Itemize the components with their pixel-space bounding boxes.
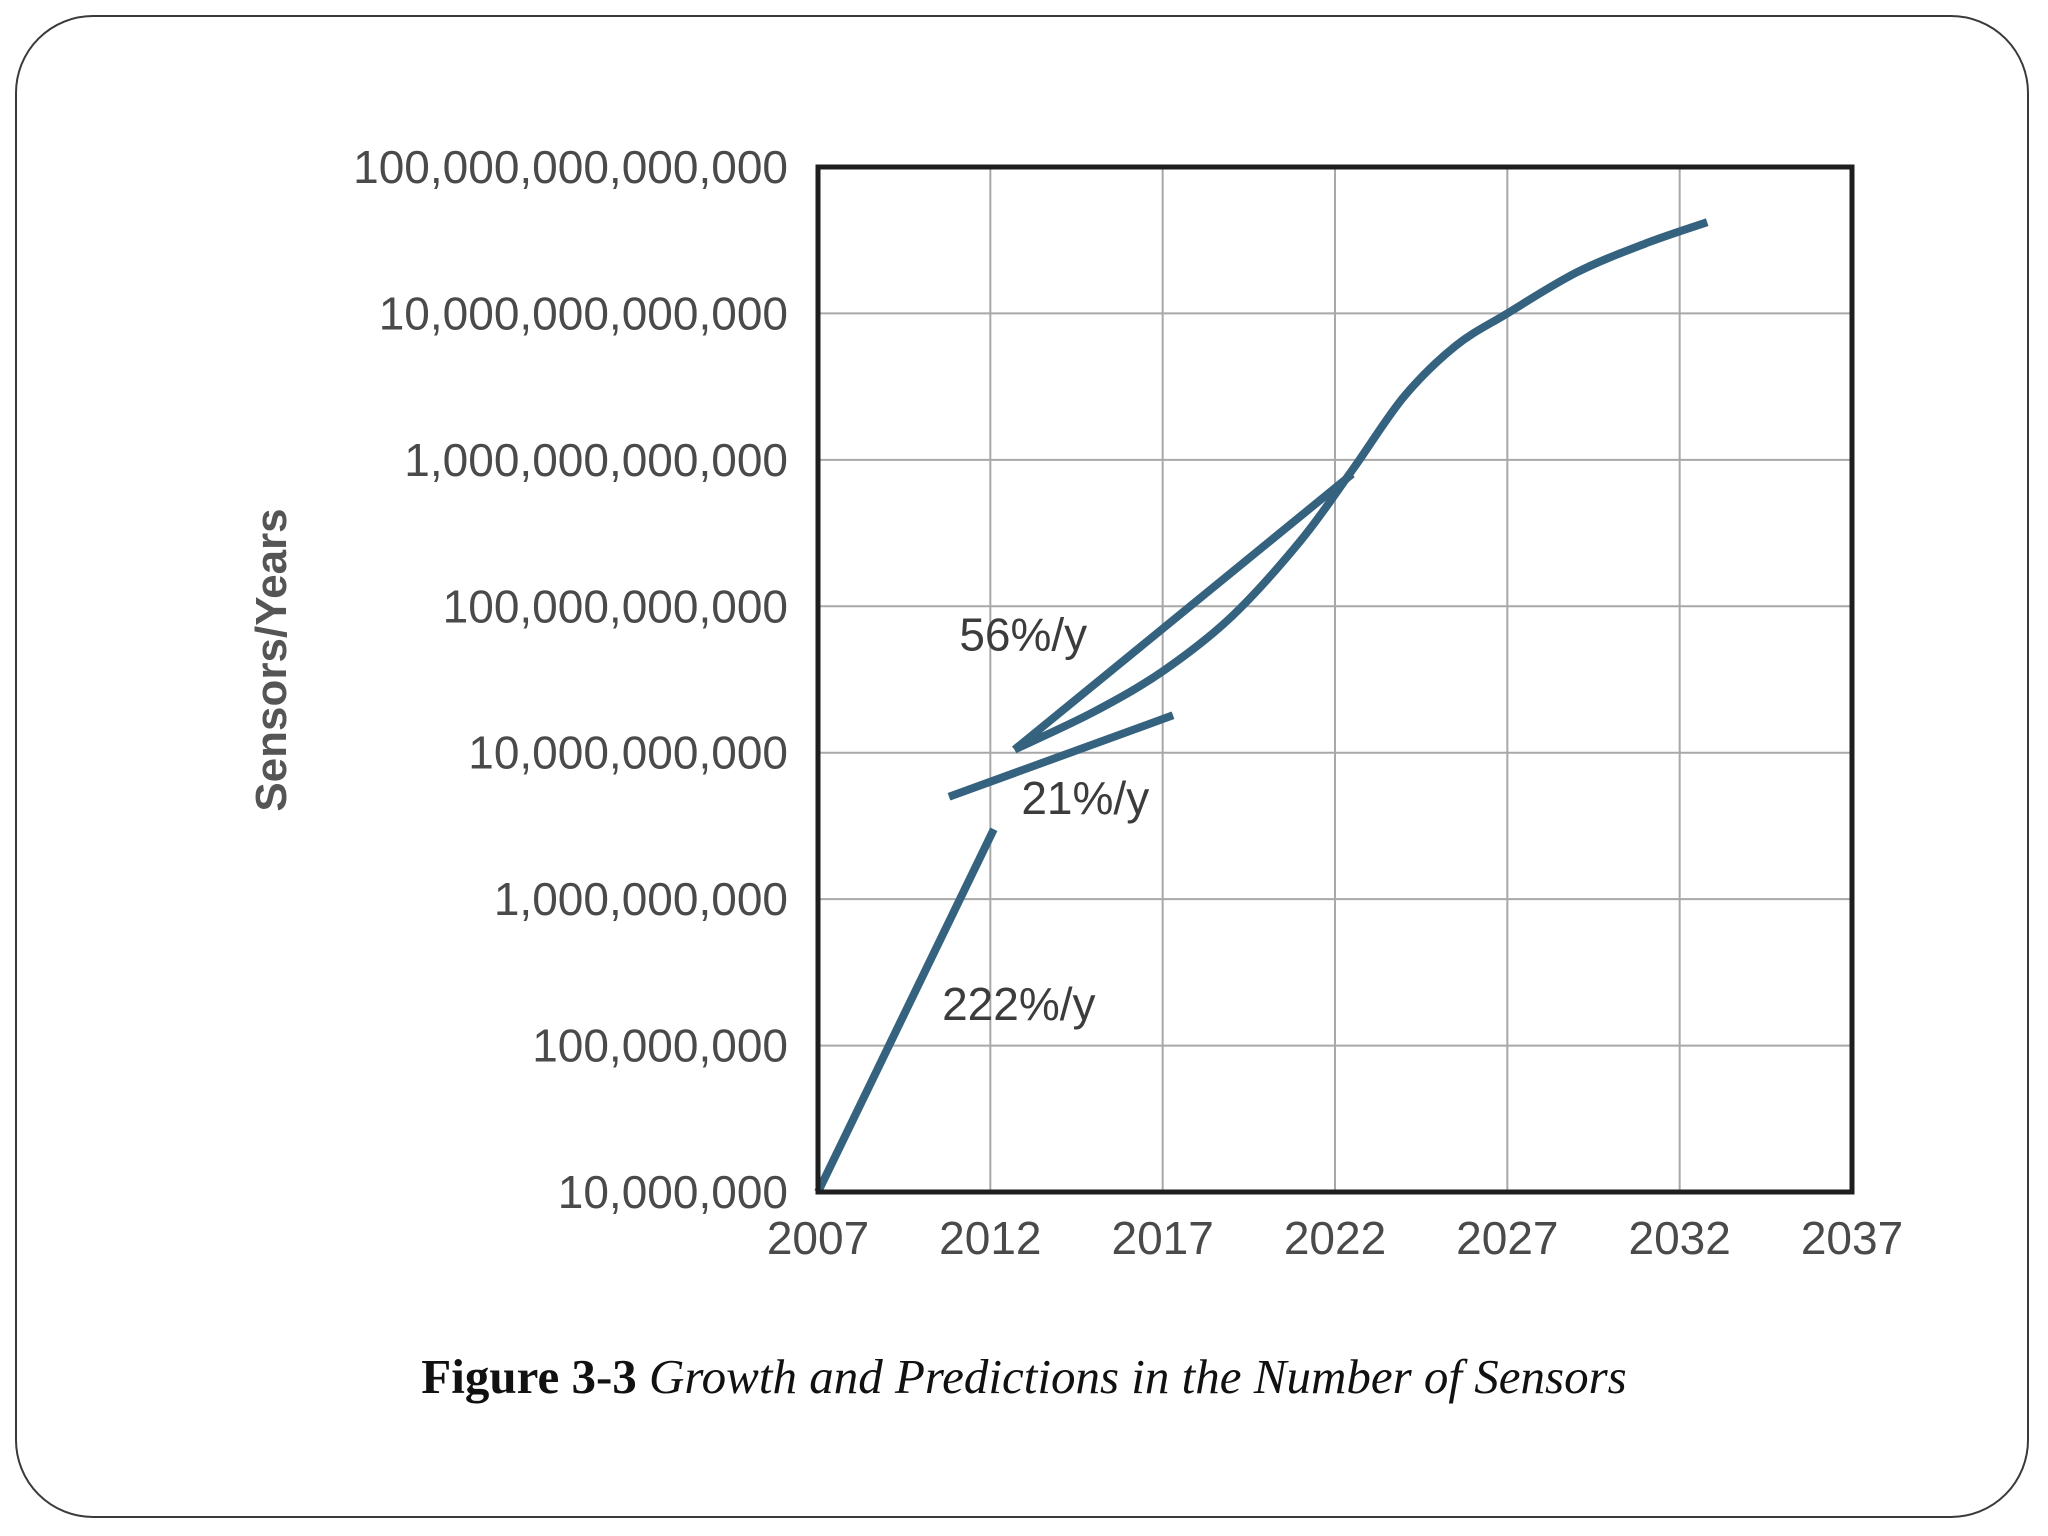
y-tick-label: 10,000,000,000,000 bbox=[379, 287, 788, 339]
y-tick-label: 100,000,000 bbox=[532, 1020, 788, 1072]
y-tick-label: 100,000,000,000 bbox=[443, 580, 788, 632]
series-line-1 bbox=[814, 827, 998, 1194]
x-tick-label: 2007 bbox=[767, 1212, 869, 1264]
series-line-3 bbox=[1011, 470, 1355, 753]
tick-labels: 2007 2012 2017 2022 2027 2032 2037 10,000,000 10… bbox=[353, 141, 1903, 1264]
series-line-2 bbox=[947, 711, 1175, 801]
x-tick-label: 2022 bbox=[1284, 1212, 1386, 1264]
grid bbox=[817, 166, 1853, 1193]
series-line-4 bbox=[1012, 218, 1709, 754]
x-tick-label: 2017 bbox=[1111, 1212, 1213, 1264]
caption-text: Growth and Predictions in the Number of … bbox=[649, 1349, 1627, 1404]
x-tick-label: 2012 bbox=[939, 1212, 1041, 1264]
y-tick-label: 10,000,000 bbox=[558, 1166, 788, 1218]
y-tick-label: 1,000,000,000 bbox=[494, 873, 788, 925]
rate-annotation: 56%/y bbox=[959, 608, 1087, 660]
y-tick-label: 1,000,000,000,000 bbox=[404, 434, 788, 486]
x-tick-label: 2037 bbox=[1801, 1212, 1903, 1264]
x-tick-label: 2027 bbox=[1456, 1212, 1558, 1264]
plot-border bbox=[815, 164, 1855, 1195]
y-tick-label: 100,000,000,000,000 bbox=[353, 141, 788, 193]
rate-annotation: 21%/y bbox=[1021, 772, 1149, 824]
caption-label: Figure 3-3 bbox=[421, 1349, 637, 1404]
figure-caption: Figure 3-3 Growth and Predictions in the… bbox=[0, 1348, 2048, 1405]
x-tick-label: 2032 bbox=[1628, 1212, 1730, 1264]
y-tick-label: 10,000,000,000 bbox=[468, 727, 788, 779]
annotations: 56%/y 21%/y 222%/y bbox=[942, 608, 1149, 1029]
series-lines bbox=[814, 218, 1709, 1194]
y-axis-label: Sensors/Years bbox=[247, 508, 296, 811]
rate-annotation: 222%/y bbox=[942, 978, 1095, 1030]
